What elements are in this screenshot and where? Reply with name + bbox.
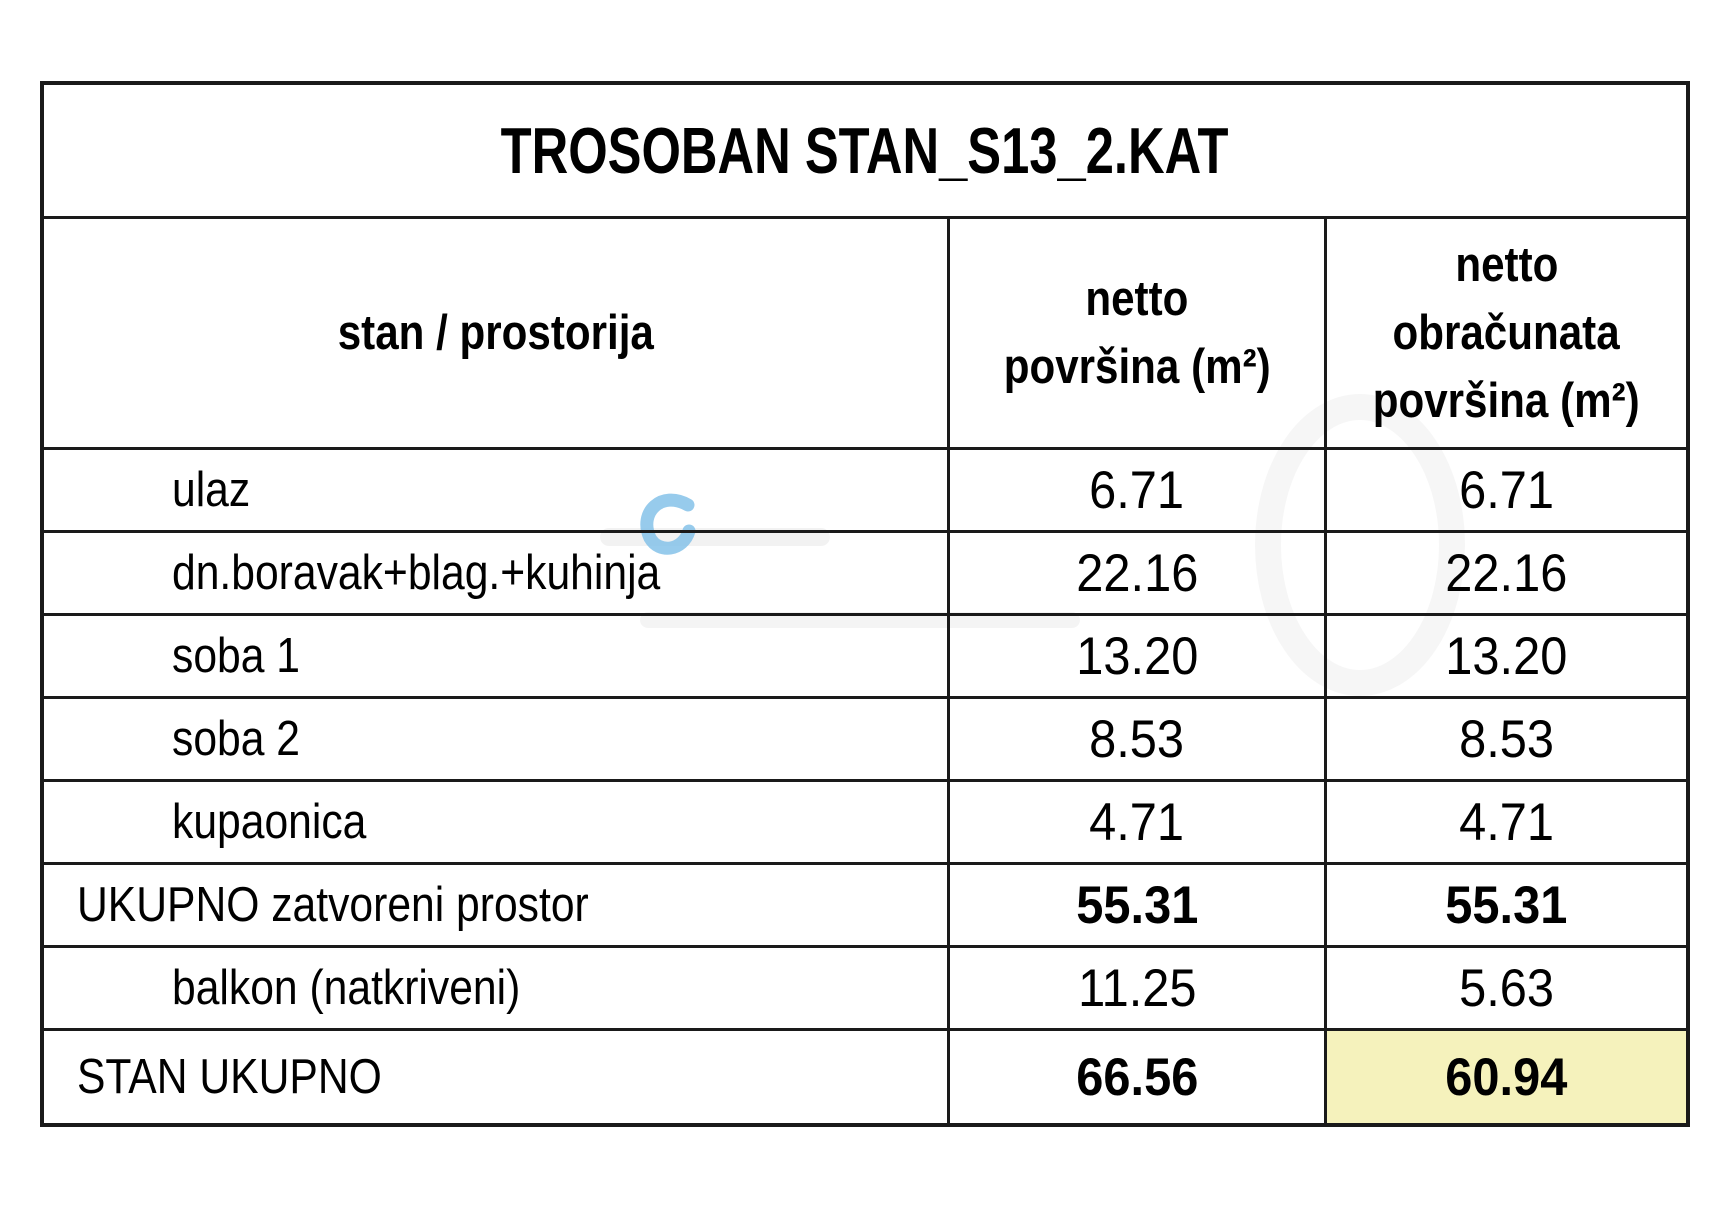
obracunata-value-cell: 8.53 [1324,699,1686,779]
column-header-obracunata-line1: netto [1455,238,1558,292]
obracunata-value: 55.31 [1445,875,1568,935]
area-table: TROSOBAN STAN_S13_2.KAT stan / prostorij… [40,81,1690,1127]
obracunata-value: 4.71 [1459,792,1554,852]
obracunata-value-cell: 13.20 [1324,616,1686,696]
obracunata-value-cell: 4.71 [1324,782,1686,862]
table-header-row: stan / prostorija netto površina (m²) ne… [44,216,1686,447]
obracunata-value-cell: 55.31 [1324,865,1686,945]
netto-value-cell: 8.53 [947,699,1324,779]
netto-value-cell: 22.16 [947,533,1324,613]
netto-value: 55.31 [1075,875,1199,935]
obracunata-value-cell: 5.63 [1324,948,1686,1028]
row-label-cell: ulaz [44,450,947,530]
row-label-cell: soba 1 [44,616,947,696]
obracunata-value: 13.20 [1445,626,1568,686]
netto-value-cell: 55.31 [947,865,1324,945]
netto-value: 66.56 [1075,1047,1199,1107]
row-label: dn.boravak+blag.+kuhinja [172,546,661,600]
netto-value-cell: 13.20 [947,616,1324,696]
table-subtotal-row: UKUPNO zatvoreni prostor 55.31 55.31 [44,862,1686,945]
obracunata-value: 6.71 [1459,460,1554,520]
row-label: balkon (natkriveni) [172,961,521,1015]
row-label-cell: dn.boravak+blag.+kuhinja [44,533,947,613]
obracunata-value: 8.53 [1459,709,1554,769]
netto-value: 11.25 [1077,958,1197,1018]
column-header-obracunata: netto obračunata površina (m²) [1324,219,1686,447]
title-cell: TROSOBAN STAN_S13_2.KAT [44,85,1686,216]
row-label: soba 1 [172,629,300,683]
table-grand-total-row: STAN UKUPNO 66.56 60.94 [44,1028,1686,1123]
row-label: STAN UKUPNO [77,1050,382,1104]
column-header-obracunata-line2: obračunata [1392,306,1621,360]
obracunata-value: 22.16 [1445,543,1568,603]
netto-value-cell: 11.25 [947,948,1324,1028]
row-label-cell: soba 2 [44,699,947,779]
obracunata-value: 60.94 [1445,1047,1568,1107]
table-row: balkon (natkriveni) 11.25 5.63 [44,945,1686,1028]
column-header-netto-line1: netto [1085,272,1189,326]
column-header-obracunata-line3: površina (m²) [1373,374,1640,428]
row-label-cell: STAN UKUPNO [44,1031,947,1123]
row-label: ulaz [172,463,251,517]
netto-value-cell: 66.56 [947,1031,1324,1123]
netto-value: 4.71 [1089,792,1185,852]
column-header-netto-line2: površina (m²) [1003,340,1271,394]
table-row: soba 2 8.53 8.53 [44,696,1686,779]
netto-value: 6.71 [1089,460,1185,520]
table-row: kupaonica 4.71 4.71 [44,779,1686,862]
row-label-cell: UKUPNO zatvoreni prostor [44,865,947,945]
netto-value: 13.20 [1075,626,1199,686]
obracunata-value-cell: 22.16 [1324,533,1686,613]
netto-value-cell: 4.71 [947,782,1324,862]
column-header-room-label: stan / prostorija [337,306,654,360]
table-row: soba 1 13.20 13.20 [44,613,1686,696]
row-label: UKUPNO zatvoreni prostor [77,878,589,932]
row-label-cell: kupaonica [44,782,947,862]
table-row: TROSOBAN STAN_S13_2.KAT [44,85,1686,216]
obracunata-value: 5.63 [1459,958,1554,1018]
row-label-cell: balkon (natkriveni) [44,948,947,1028]
obracunata-value-cell-highlighted: 60.94 [1324,1031,1686,1123]
column-header-room: stan / prostorija [44,219,947,447]
row-label: kupaonica [172,795,367,849]
netto-value-cell: 6.71 [947,450,1324,530]
page-title: TROSOBAN STAN_S13_2.KAT [501,114,1229,187]
row-label: soba 2 [172,712,300,766]
netto-value: 22.16 [1075,543,1199,603]
column-header-netto: netto površina (m²) [947,219,1324,447]
table-row: ulaz 6.71 6.71 [44,447,1686,530]
obracunata-value-cell: 6.71 [1324,450,1686,530]
table-row: dn.boravak+blag.+kuhinja 22.16 22.16 [44,530,1686,613]
netto-value: 8.53 [1089,709,1185,769]
